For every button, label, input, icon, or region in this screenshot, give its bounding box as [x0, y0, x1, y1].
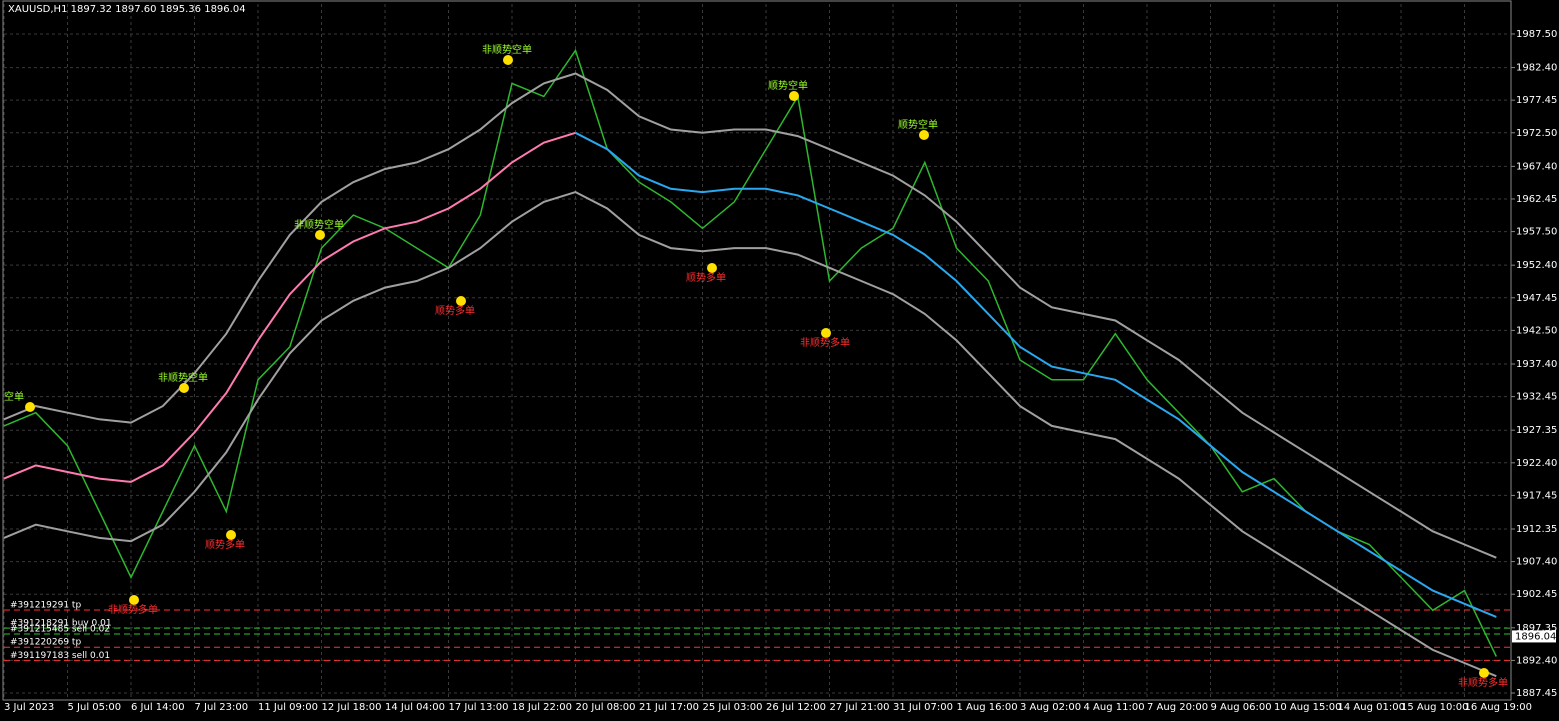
y-tick-label: 1912.35 [1516, 524, 1557, 535]
x-tick-label: 10 Aug 15:00 [1274, 702, 1341, 713]
signal-marker [707, 263, 717, 273]
series-line [3, 48, 1497, 657]
order-label: #391220269 tp [10, 638, 81, 648]
y-tick-label: 1942.50 [1516, 325, 1557, 336]
x-tick-label: 20 Jul 08:00 [576, 702, 636, 713]
y-tick-label: 1932.45 [1516, 392, 1557, 403]
x-tick-label: 15 Aug 10:00 [1401, 702, 1468, 713]
signal-label: 顺势多单 [686, 271, 726, 284]
signal-marker [503, 55, 513, 65]
y-tick-label: 1922.40 [1516, 458, 1557, 469]
signal-marker [315, 230, 325, 240]
x-tick-label: 21 Jul 17:00 [639, 702, 699, 713]
x-tick-label: 16 Aug 19:00 [1465, 702, 1532, 713]
x-tick-label: 9 Aug 06:00 [1211, 702, 1272, 713]
x-tick-label: 14 Jul 04:00 [385, 702, 445, 713]
x-tick-label: 7 Aug 20:00 [1147, 702, 1208, 713]
y-tick-label: 1947.45 [1516, 293, 1557, 304]
x-tick-label: 26 Jul 12:00 [766, 702, 826, 713]
x-tick-label: 25 Jul 03:00 [703, 702, 763, 713]
y-tick-label: 1987.50 [1516, 29, 1557, 40]
y-tick-label: 1892.40 [1516, 655, 1557, 666]
order-label: #391219291 tp [10, 601, 81, 611]
signal-label: 空单 [4, 390, 24, 403]
signal-label: 顺势空单 [898, 118, 938, 131]
x-tick-label: 11 Jul 09:00 [258, 702, 318, 713]
order-label: #391215485 sell 0.02 [10, 625, 110, 635]
x-tick-label: 14 Aug 01:00 [1338, 702, 1405, 713]
x-tick-label: 3 Aug 02:00 [1020, 702, 1081, 713]
signal-label: 顺势空单 [768, 79, 808, 92]
x-tick-label: 31 Jul 07:00 [893, 702, 953, 713]
order-label: #391218291 buy 0.01 [10, 619, 112, 629]
signal-marker [129, 595, 139, 605]
signal-label: 顺势多单 [435, 304, 475, 317]
signal-marker [226, 530, 236, 540]
y-tick-label: 1927.35 [1516, 425, 1557, 436]
x-tick-label: 7 Jul 23:00 [195, 702, 249, 713]
x-tick-label: 12 Jul 18:00 [322, 702, 382, 713]
x-tick-label: 17 Jul 13:00 [449, 702, 509, 713]
signal-marker [25, 402, 35, 412]
current-price-label: 1896.04 [1515, 631, 1556, 642]
y-tick-label: 1902.45 [1516, 589, 1557, 600]
plot-frame [2, 0, 1512, 701]
current-price-box [1512, 630, 1556, 643]
signal-marker [179, 383, 189, 393]
signal-marker [821, 328, 831, 338]
y-tick-label: 1967.40 [1516, 161, 1557, 172]
y-tick-label: 1897.35 [1516, 623, 1557, 634]
x-tick-label: 3 Jul 2023 [4, 702, 54, 713]
x-tick-label: 6 Jul 14:00 [131, 702, 185, 713]
chart-title: XAUUSD,H1 1897.32 1897.60 1895.36 1896.0… [8, 4, 246, 15]
signal-label: 非顺势空单 [482, 43, 532, 56]
signal-marker [456, 296, 466, 306]
series-line [575, 131, 1497, 618]
y-tick-label: 1917.45 [1516, 490, 1557, 501]
x-tick-label: 5 Jul 05:00 [68, 702, 122, 713]
signal-marker [1479, 668, 1489, 678]
signal-marker [789, 91, 799, 101]
signal-label: 非顺势空单 [158, 371, 208, 384]
y-tick-label: 1937.40 [1516, 359, 1557, 370]
y-tick-label: 1982.40 [1516, 63, 1557, 74]
y-tick-label: 1887.45 [1516, 688, 1557, 699]
signal-label: 非顺势多单 [800, 336, 850, 349]
x-tick-label: 4 Aug 11:00 [1084, 702, 1145, 713]
y-tick-label: 1907.40 [1516, 557, 1557, 568]
signal-marker [919, 130, 929, 140]
y-tick-label: 1962.45 [1516, 194, 1557, 205]
series-line [3, 72, 1497, 559]
signal-label: 非顺势多单 [108, 603, 158, 616]
x-tick-label: 1 Aug 16:00 [957, 702, 1018, 713]
series-line [3, 131, 576, 483]
order-label: #391197183 sell 0.01 [10, 651, 110, 661]
y-tick-label: 1972.50 [1516, 128, 1557, 139]
signal-label: 顺势多单 [205, 538, 245, 551]
y-tick-label: 1952.40 [1516, 260, 1557, 271]
signal-label: 非顺势多单 [1458, 676, 1508, 689]
x-tick-label: 18 Jul 22:00 [512, 702, 572, 713]
y-tick-label: 1957.50 [1516, 227, 1557, 238]
x-tick-label: 27 Jul 21:00 [830, 702, 890, 713]
signal-label: 非顺势空单 [294, 218, 344, 231]
series-line [3, 191, 1497, 678]
y-tick-label: 1977.45 [1516, 95, 1557, 106]
